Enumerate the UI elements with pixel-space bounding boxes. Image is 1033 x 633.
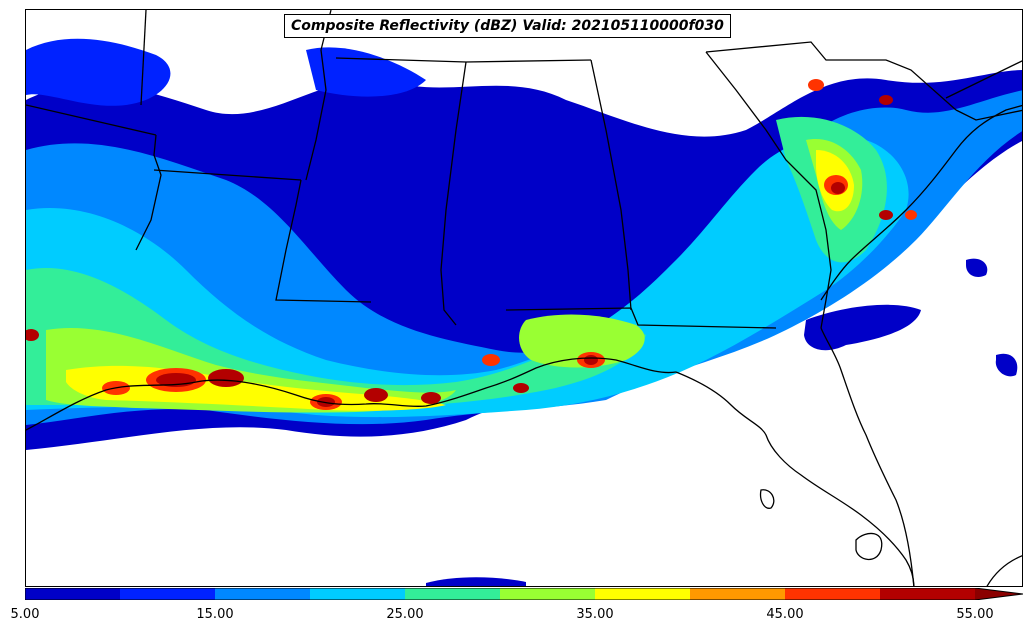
colorbar	[25, 588, 1023, 600]
colorbar-segment	[880, 588, 976, 600]
colorbar-segment	[25, 588, 121, 600]
reflectivity-map	[26, 10, 1022, 586]
colorbar-tick-label: 55.00	[956, 607, 994, 622]
colorbar-outline	[25, 588, 1023, 600]
colorbar-tick-label: 45.00	[766, 607, 804, 622]
colorbar-segment	[405, 588, 501, 600]
colorbar-tick-label: 25.00	[386, 607, 424, 622]
intense-cores	[26, 79, 917, 410]
colorbar-segment	[215, 588, 311, 600]
geographic-outlines	[26, 10, 1022, 586]
colorbar-segment	[785, 588, 881, 600]
map-title: Composite Reflectivity (dBZ) Valid: 2021…	[284, 14, 731, 38]
colorbar-tick-label: 35.00	[576, 607, 614, 622]
map-panel	[25, 9, 1023, 587]
colorbar-segment	[310, 588, 406, 600]
colorbar-tick-label: 5.00	[10, 607, 40, 622]
offshore-echoes	[426, 258, 1018, 586]
colorbar-extend-arrow	[975, 588, 1023, 600]
colorbar-segment	[120, 588, 216, 600]
colorbar-segment	[500, 588, 596, 600]
colorbar-segment	[690, 588, 786, 600]
colorbar-segment	[595, 588, 691, 600]
colorbar-tick-label: 15.00	[196, 607, 234, 622]
